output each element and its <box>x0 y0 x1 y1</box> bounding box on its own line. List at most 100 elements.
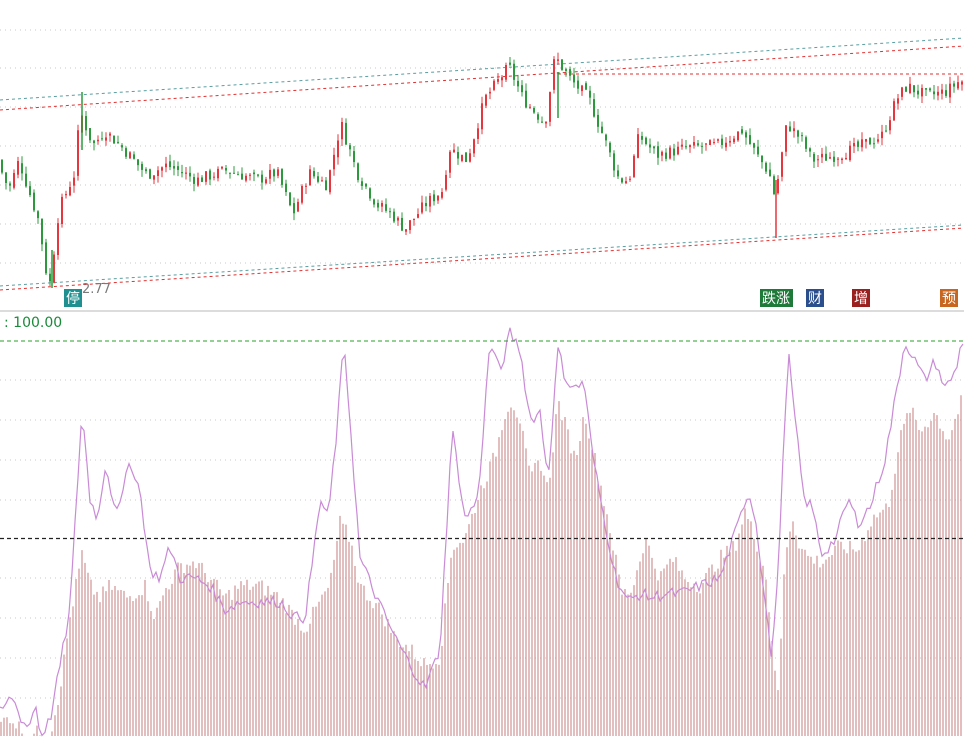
candle-body <box>621 178 623 183</box>
candle-body <box>929 88 931 91</box>
candle-body <box>309 169 311 186</box>
candle-body <box>433 194 435 202</box>
candle-body <box>201 177 203 182</box>
candle-body <box>101 138 103 140</box>
candle-body <box>617 170 619 177</box>
candle-body <box>333 154 335 170</box>
candle-body <box>721 138 723 146</box>
candle-body <box>713 142 715 144</box>
candle-body <box>489 91 491 94</box>
indicator-panel-grid <box>0 379 964 699</box>
candle-body <box>733 138 735 143</box>
candle-body <box>21 163 23 174</box>
candle-body <box>849 145 851 161</box>
candle-body <box>425 203 427 207</box>
event-badge <box>806 289 824 307</box>
candle-body <box>369 188 371 199</box>
candle-body <box>609 142 611 153</box>
candle-body <box>89 128 91 141</box>
candle-body <box>13 173 15 188</box>
candle-body <box>601 126 603 133</box>
candle-body <box>373 199 375 205</box>
candle-body <box>673 148 675 156</box>
candle-body <box>869 137 871 145</box>
candle-body <box>29 186 31 196</box>
candle-body <box>697 143 699 146</box>
candle-body <box>605 134 607 141</box>
candle-body <box>537 114 539 120</box>
candle-body <box>345 122 347 145</box>
candle-body <box>193 177 195 184</box>
candle-body <box>645 137 647 145</box>
candle-body <box>577 80 579 89</box>
candle-body <box>441 192 443 198</box>
candle-body <box>833 156 835 162</box>
candle-body <box>141 163 143 170</box>
candle-body <box>69 186 71 196</box>
candle-body <box>769 169 771 177</box>
candle-body <box>845 157 847 160</box>
candle-body <box>389 211 391 213</box>
candle-body <box>781 152 783 177</box>
candle-body <box>533 108 535 113</box>
candle-body <box>469 153 471 162</box>
candle-body <box>153 175 155 180</box>
candle-body <box>709 140 711 145</box>
candle-body <box>313 170 315 177</box>
candle-body <box>665 152 667 159</box>
candle-body <box>437 195 439 201</box>
candle-body <box>741 129 743 134</box>
candle-body <box>365 183 367 187</box>
candle-body <box>197 177 199 186</box>
candle-body <box>213 176 215 178</box>
price-panel-grid <box>0 29 964 264</box>
candle-body <box>281 169 283 185</box>
candle-body <box>133 154 135 159</box>
candle-body <box>737 131 739 141</box>
candle-body <box>809 148 811 152</box>
candle-body <box>61 196 63 225</box>
candle-body <box>385 204 387 211</box>
candle-body <box>905 86 907 92</box>
candle-body <box>761 155 763 163</box>
candle-body <box>937 91 939 96</box>
candle-body <box>5 172 7 184</box>
event-badge-label: 财 <box>808 291 822 307</box>
candle-body <box>289 192 291 206</box>
candle-body <box>949 83 951 98</box>
candle-body <box>705 143 707 145</box>
candle-body <box>317 176 319 182</box>
candle-body <box>913 85 915 93</box>
candle-body <box>233 172 235 174</box>
candle-body <box>301 186 303 203</box>
candle-body <box>305 185 307 187</box>
candle-body <box>837 158 839 160</box>
price-channel-lines <box>0 37 964 291</box>
candle-body <box>109 133 111 136</box>
candle-body <box>329 170 331 193</box>
candle-body <box>273 169 275 177</box>
candle-body <box>829 157 831 159</box>
candle-body <box>821 153 823 158</box>
candle-body <box>413 218 415 220</box>
candle-body <box>337 140 339 158</box>
candlestick-series <box>1 52 963 288</box>
candle-body <box>877 139 879 142</box>
candle-body <box>649 144 651 148</box>
candle-body <box>121 145 123 148</box>
candle-body <box>541 121 543 123</box>
candle-body <box>157 170 159 176</box>
candle-body <box>945 90 947 96</box>
candle-body <box>549 92 551 122</box>
candle-body <box>285 183 287 193</box>
candle-body <box>881 131 883 139</box>
candle-body <box>581 85 583 92</box>
candle-body <box>269 169 271 179</box>
candle-body <box>421 202 423 213</box>
candle-body <box>409 220 411 231</box>
candle-body <box>405 229 407 232</box>
candle-body <box>25 173 27 187</box>
candle-body <box>321 180 323 182</box>
candle-body <box>185 172 187 174</box>
candle-body <box>361 181 363 186</box>
